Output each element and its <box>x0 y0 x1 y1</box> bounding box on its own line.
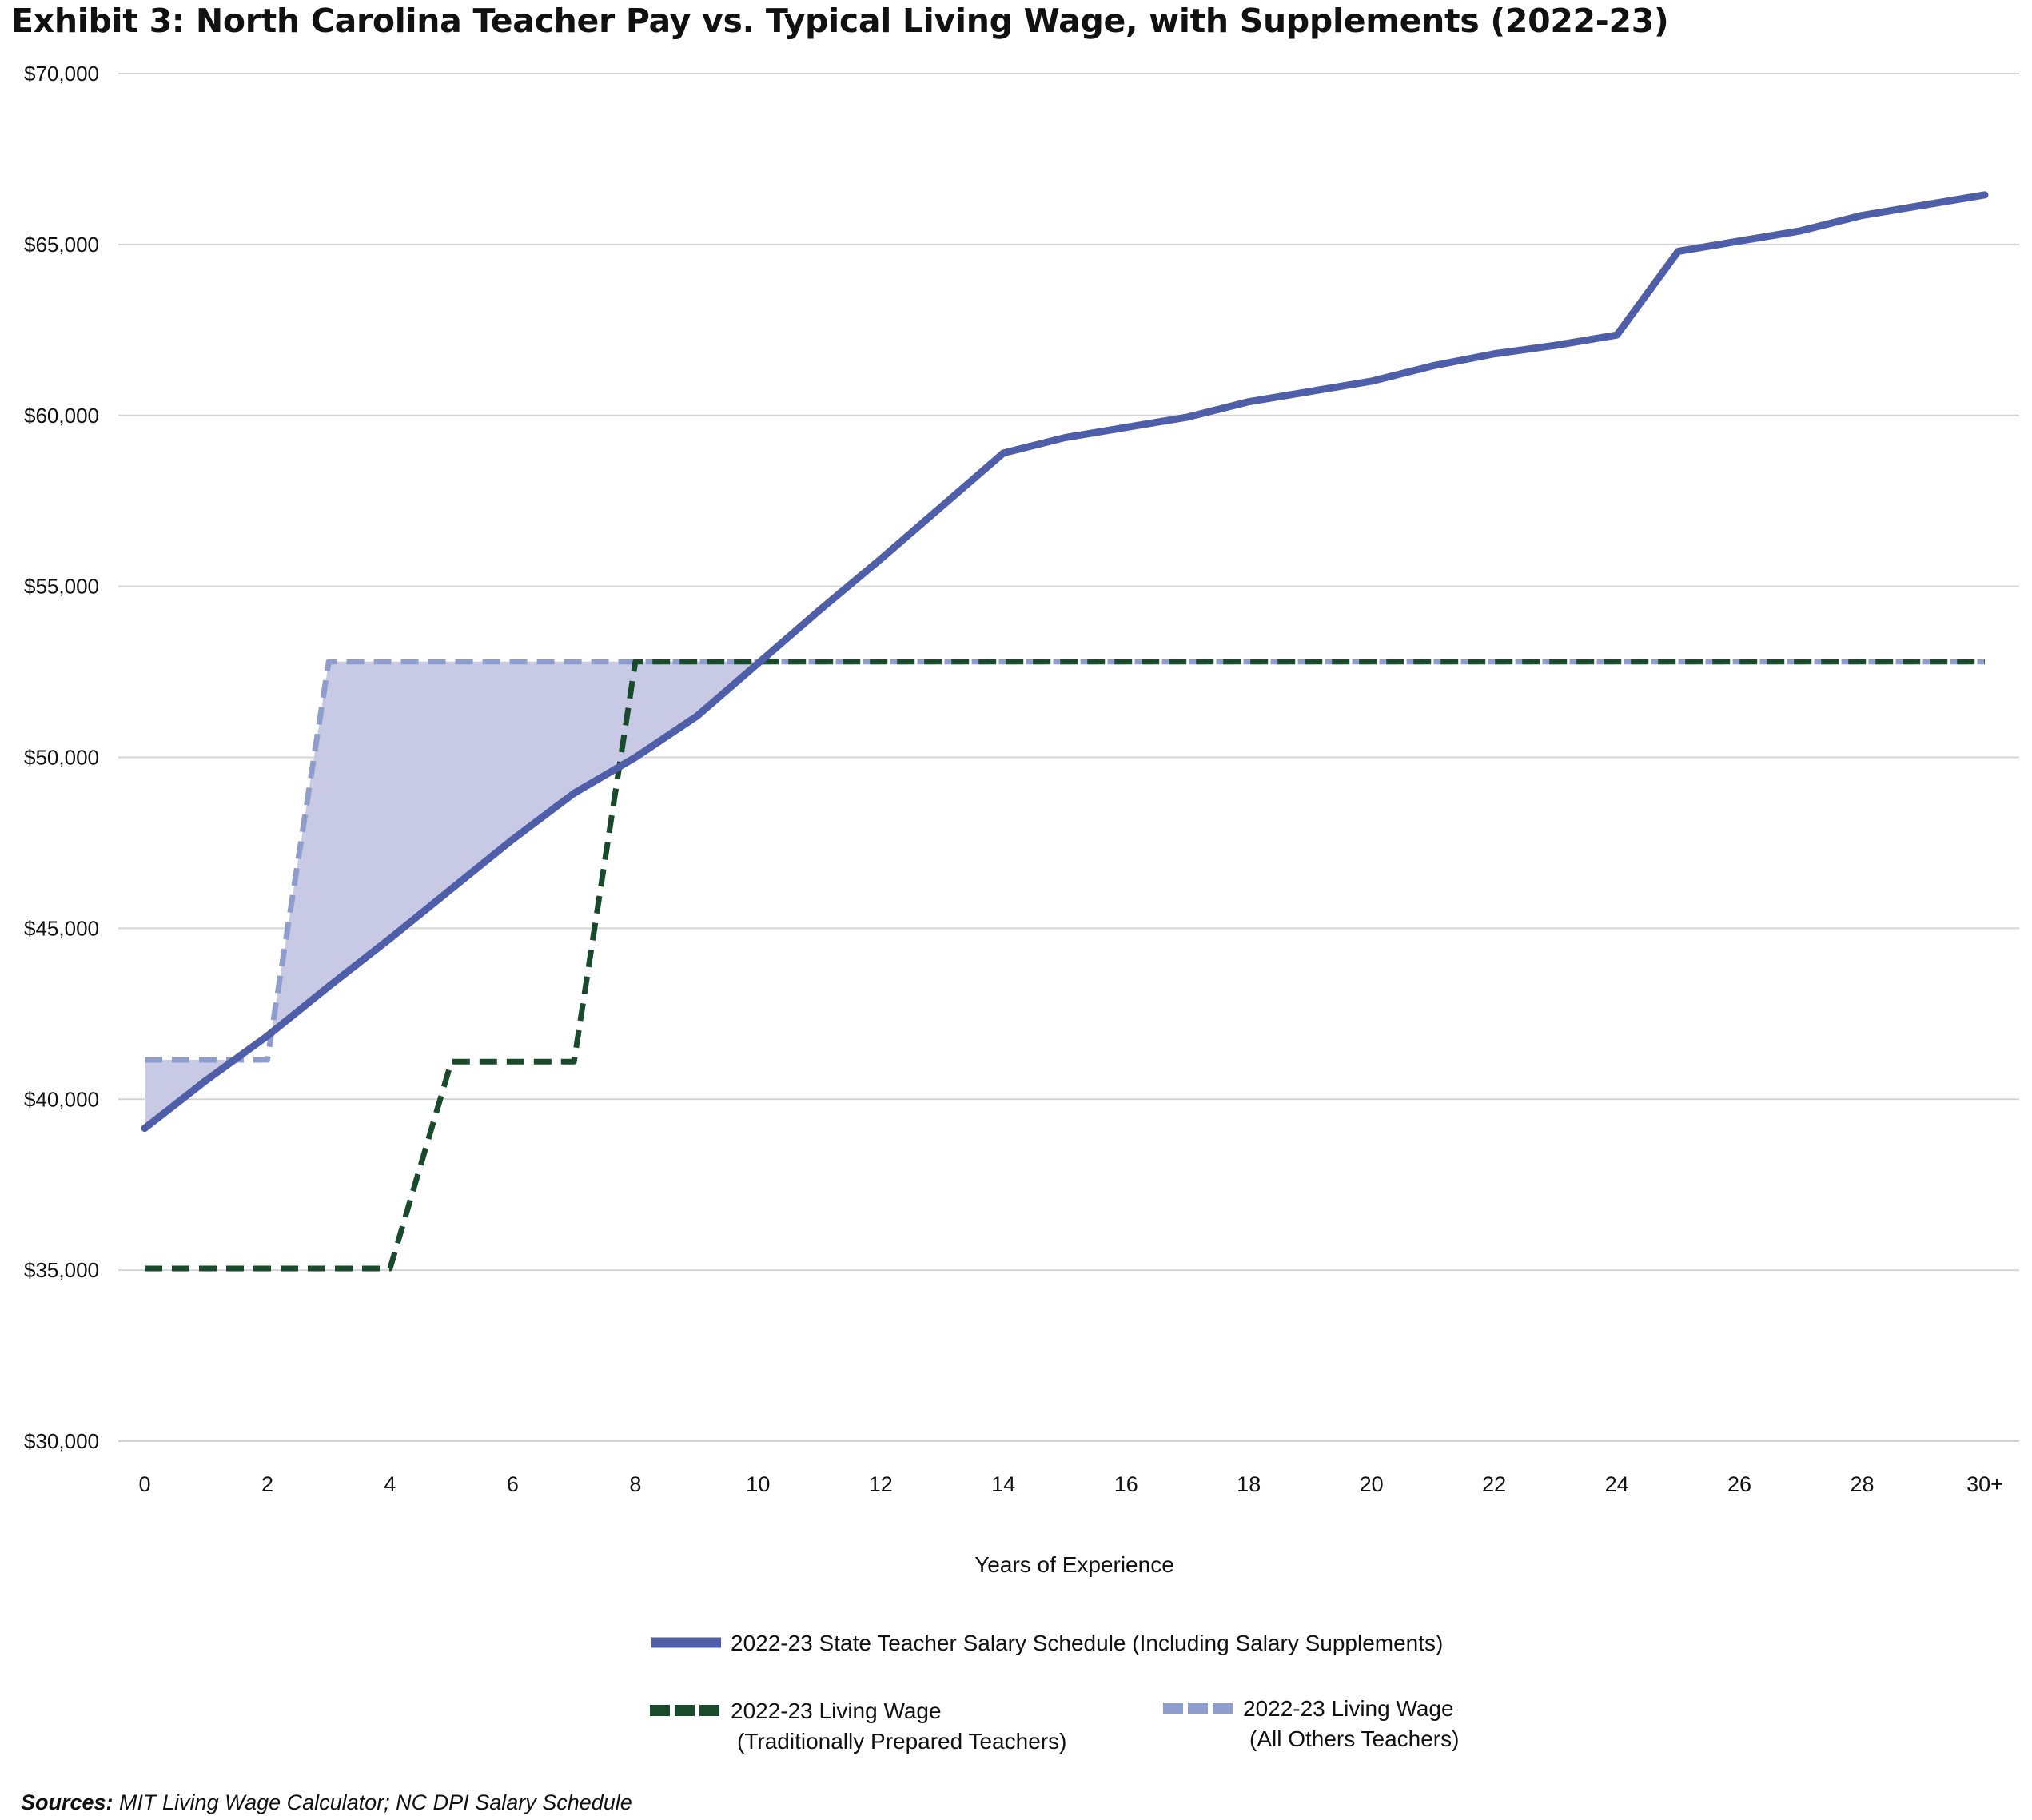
source-label: Sources: <box>21 1790 114 1814</box>
x-axis-title: Years of Experience <box>974 1552 1174 1577</box>
y-tick-label: $40,000 <box>24 1087 99 1111</box>
series-line-living-wage-traditional <box>145 659 1985 1272</box>
x-tick-label: 8 <box>629 1472 641 1496</box>
y-tick-label: $50,000 <box>24 746 99 770</box>
x-tick-label: 24 <box>1605 1472 1629 1496</box>
series-lines <box>141 191 1989 1272</box>
shaded-gap-area <box>145 661 760 1129</box>
y-tick-label: $55,000 <box>24 575 99 599</box>
y-tick-label: $70,000 <box>24 62 99 86</box>
y-tick-label: $65,000 <box>24 233 99 257</box>
x-tick-label: 20 <box>1360 1472 1384 1496</box>
x-tick-label: 6 <box>507 1472 519 1496</box>
x-tick-label: 18 <box>1237 1472 1261 1496</box>
gridlines <box>118 73 2019 1442</box>
line-chart: $30,000 $35,000 $40,000 $45,000 $50,000 $55,0… <box>24 62 2019 1754</box>
legend-item-salary: 2022-23 State Teacher Salary Schedule (I… <box>651 1631 1443 1655</box>
x-tick-label: 12 <box>869 1472 893 1496</box>
y-tick-label: $30,000 <box>24 1429 99 1453</box>
x-tick-label: 30+ <box>1966 1472 2003 1496</box>
x-tick-label: 16 <box>1114 1472 1138 1496</box>
legend-item-living-wage-all-others: 2022-23 Living Wage (All Others Teachers… <box>1163 1696 1459 1751</box>
x-tick-label: 28 <box>1851 1472 1875 1496</box>
y-tick-label: $60,000 <box>24 404 99 428</box>
series-line-salary <box>141 191 1989 1133</box>
legend-label-living-wage-traditional-line1: 2022-23 Living Wage <box>731 1699 942 1723</box>
legend-item-living-wage-traditional: 2022-23 Living Wage (Traditionally Prepa… <box>650 1699 1066 1754</box>
legend-label-living-wage-traditional-line2: (Traditionally Prepared Teachers) <box>737 1729 1066 1754</box>
legend-label-living-wage-all-others-line1: 2022-23 Living Wage <box>1243 1696 1454 1721</box>
x-tick-label: 26 <box>1727 1472 1751 1496</box>
x-tick-label: 14 <box>991 1472 1015 1496</box>
x-tick-label: 0 <box>138 1472 150 1496</box>
chart-title: Exhibit 3: North Carolina Teacher Pay vs… <box>11 2 1669 40</box>
shaded-region <box>145 661 760 1129</box>
source-note: Sources: MIT Living Wage Calculator; NC … <box>21 1790 632 1815</box>
source-text: MIT Living Wage Calculator; NC DPI Salar… <box>113 1790 632 1814</box>
x-tick-label: 2 <box>261 1472 273 1496</box>
legend: 2022-23 State Teacher Salary Schedule (I… <box>650 1631 1459 1754</box>
x-tick-label: 4 <box>384 1472 396 1496</box>
legend-label-living-wage-all-others-line2: (All Others Teachers) <box>1249 1726 1459 1751</box>
x-tick-label: 22 <box>1482 1472 1506 1496</box>
x-tick-label: 10 <box>746 1472 770 1496</box>
y-tick-label: $45,000 <box>24 916 99 940</box>
legend-label-salary: 2022-23 State Teacher Salary Schedule (I… <box>731 1631 1443 1655</box>
x-axis-ticks: 0 2 4 6 8 10 12 14 16 18 20 22 24 26 28 30+ <box>138 1472 2002 1496</box>
y-axis-ticks: $30,000 $35,000 $40,000 $45,000 $50,000 $55,0… <box>24 62 99 1453</box>
y-tick-label: $35,000 <box>24 1258 99 1282</box>
